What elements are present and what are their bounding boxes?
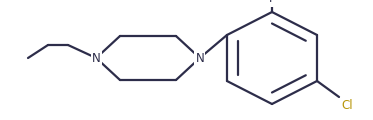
Text: F: F	[269, 0, 275, 6]
Text: Cl: Cl	[341, 99, 353, 111]
Text: N: N	[92, 51, 101, 65]
Text: N: N	[195, 51, 204, 65]
